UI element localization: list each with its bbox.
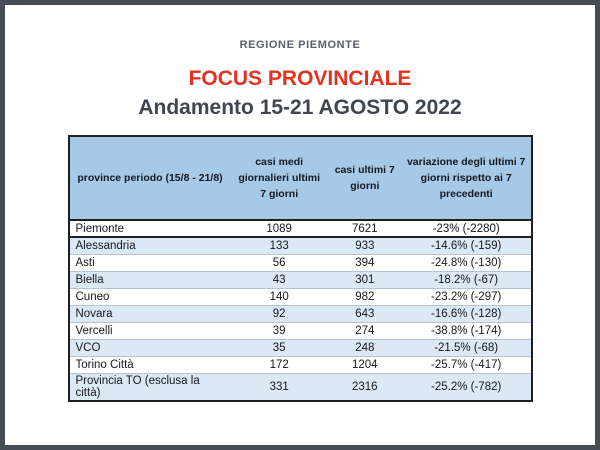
table-row: Cuneo 140 982 -23.2% (-297) [68,287,532,305]
table-row: VCO 35 248 -21.5% (-68) [68,338,532,356]
cell-province: Vercelli [68,321,231,339]
cell-province: Novara [68,304,231,322]
cell-variazione: -25.7% (-417) [401,355,532,373]
header-cell-variazione: variazione degli ultimi 7 giorni rispett… [401,136,532,221]
focus-title: FOCUS PROVINCIALE [188,67,412,90]
cell-variazione: -38.8% (-174) [401,321,532,339]
cell-casi-medi: 331 [230,372,328,401]
cell-casi-ultimi: 248 [327,338,402,356]
table-row: Biella 43 301 -18.2% (-67) [68,270,532,288]
cell-casi-ultimi: 643 [327,304,402,322]
cell-casi-ultimi: 301 [327,270,402,288]
table-row: Alessandria 133 933 -14.6% (-159) [68,236,532,254]
table-row: Novara 92 643 -16.6% (-128) [68,304,532,322]
cell-casi-medi: 1089 [230,220,328,238]
cell-variazione: -14.6% (-159) [401,236,532,254]
cell-province: Piemonte [68,220,231,238]
header-cell-province: province periodo (15/8 - 21/8) [68,136,231,221]
provinces-table: province periodo (15/8 - 21/8) casi medi… [67,135,533,402]
table-row: Asti 56 394 -24.8% (-130) [68,253,532,271]
cell-variazione: -18.2% (-67) [401,270,532,288]
cell-casi-ultimi: 274 [327,321,402,339]
cell-province: Provincia TO (esclusa la città) [68,372,231,401]
cell-casi-medi: 39 [230,321,328,339]
cell-variazione: -23% (-2280) [401,220,532,238]
cell-variazione: -24.8% (-130) [401,253,532,271]
cell-casi-ultimi: 394 [327,253,402,271]
table-header-row: province periodo (15/8 - 21/8) casi medi… [68,136,532,221]
cell-variazione: -25.2% (-782) [401,372,532,401]
cell-casi-medi: 172 [230,355,328,373]
table-row: Piemonte 1089 7621 -23% (-2280) [68,220,532,238]
cell-province: VCO [68,338,231,356]
cell-casi-medi: 35 [230,338,328,356]
cell-casi-medi: 133 [230,236,328,254]
cell-province: Biella [68,270,231,288]
cell-variazione: -16.6% (-128) [401,304,532,322]
cell-casi-medi: 140 [230,287,328,305]
table-body: Piemonte 1089 7621 -23% (-2280) Alessand… [68,220,532,401]
cell-province: Torino Città [68,355,231,373]
header-cell-casi-ultimi: casi ultimi 7 giorni [327,136,402,221]
cell-casi-medi: 43 [230,270,328,288]
cell-variazione: -21.5% (-68) [401,338,532,356]
cell-casi-ultimi: 933 [327,236,402,254]
cell-casi-ultimi: 982 [327,287,402,305]
header-cell-casi-medi: casi medi giornalieri ultimi 7 giorni [230,136,328,221]
table-row: Provincia TO (esclusa la città) 331 2316… [68,372,532,401]
period-title: Andamento 15-21 AGOSTO 2022 [138,96,462,119]
table-row: Vercelli 39 274 -38.8% (-174) [68,321,532,339]
cell-casi-medi: 56 [230,253,328,271]
table-row: Torino Città 172 1204 -25.7% (-417) [68,355,532,373]
region-label: REGIONE PIEMONTE [239,39,361,51]
cell-casi-ultimi: 1204 [327,355,402,373]
cell-province: Alessandria [68,236,231,254]
cell-province: Cuneo [68,287,231,305]
cell-casi-medi: 92 [230,304,328,322]
slide: REGIONE PIEMONTE FOCUS PROVINCIALE Andam… [5,39,595,445]
cell-province: Asti [68,253,231,271]
cell-variazione: -23.2% (-297) [401,287,532,305]
cell-casi-ultimi: 7621 [327,220,402,238]
cell-casi-ultimi: 2316 [327,372,402,401]
